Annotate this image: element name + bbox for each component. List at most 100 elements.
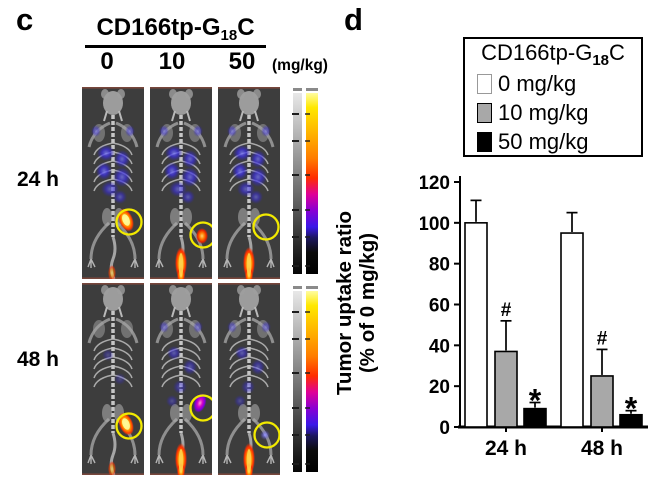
legend-swatch-icon: [477, 73, 492, 94]
panel-c-title-subscript: 18: [220, 27, 238, 44]
colorbar-tick: [292, 113, 299, 115]
significance-marker: *: [625, 391, 638, 427]
legend-entry-10mgkg: 10 mg/kg: [465, 98, 641, 127]
dose-label-0: 0: [100, 48, 114, 75]
colorbar-tick: [292, 265, 299, 267]
tumor-annotation-circle: [115, 208, 143, 236]
mouse-skeleton-overlay: [218, 283, 280, 475]
colorbar-tick: [305, 174, 310, 176]
colorbar-tick: [292, 434, 299, 436]
colorbar-tick: [305, 113, 310, 115]
significance-marker: #: [501, 300, 512, 321]
tumor-annotation-circle: [253, 421, 280, 449]
y-tick-label: 80: [429, 255, 450, 276]
colorbar-tick: [292, 311, 299, 313]
colorbar-tick: [305, 236, 310, 238]
colorbar-tick: [292, 463, 299, 465]
colorbar-tick: [305, 372, 310, 374]
ct-scale-label: [293, 88, 302, 91]
y-tick-label: 60: [429, 296, 450, 317]
x-category-label: 24 h: [485, 437, 527, 460]
spect-image-48h-50mgkg: [218, 283, 280, 475]
y-axis-title-line1: Tumor uptake ratio: [333, 210, 356, 396]
mouse-skeleton-overlay: [82, 283, 144, 475]
spect-scale-label: [306, 88, 318, 91]
ct-grayscale-bar: [293, 291, 302, 472]
legend-title-suffix: C: [609, 40, 625, 65]
mouse-skeleton-overlay: [150, 283, 212, 475]
legend-entry-50mgkg: 50 mg/kg: [465, 127, 641, 156]
bar-10mgkg-24h: [494, 350, 518, 428]
colorbar-tick: [305, 434, 310, 436]
y-axis-title-line2: (% of 0 mg/kg): [356, 232, 379, 374]
mouse-skeleton-overlay: [150, 87, 212, 279]
y-tick-label: 0: [439, 418, 450, 439]
colorbar-tick: [292, 338, 299, 340]
colorbar-48h: [292, 286, 322, 472]
y-tick-label: 40: [429, 336, 450, 357]
colorbar-tick: [305, 338, 310, 340]
dose-label-50: 50: [228, 48, 256, 75]
colorbar-tick: [292, 372, 299, 374]
colorbar-24h: [292, 88, 322, 274]
colorbar-tick: [305, 265, 310, 267]
x-category-label: 48 h: [581, 437, 623, 460]
colorbar-tick: [305, 407, 310, 409]
bar-50mgkg-24h: [523, 407, 547, 428]
legend-swatch-icon: [477, 102, 492, 123]
spect-image-24h-10mgkg: [150, 87, 212, 279]
legend-title: CD166tp-G18C: [465, 40, 641, 69]
spect-image-24h-0mgkg: [82, 87, 144, 279]
bar-0mgkg-24h: [464, 222, 488, 428]
tumor-annotation-circle: [252, 213, 280, 241]
panel-c-label: c: [16, 2, 34, 37]
colorbar-tick: [305, 463, 310, 465]
dose-label-10: 10: [158, 48, 186, 75]
colorbar-tick: [305, 209, 310, 211]
colorbar-tick: [292, 236, 299, 238]
dose-unit-label: (mg/kg): [272, 57, 328, 74]
y-tick-label: 100: [420, 214, 450, 235]
significance-marker: #: [597, 328, 608, 349]
bar-50mgkg-48h: [619, 413, 643, 428]
row-label-48h: 48 h: [16, 348, 60, 371]
ct-scale-label: [293, 286, 302, 289]
legend-entry-label: 50 mg/kg: [498, 128, 589, 154]
spect-scale-label: [306, 286, 318, 289]
legend-title-subscript: 18: [592, 52, 610, 69]
colorbar-tick: [292, 407, 299, 409]
panel-c-title-suffix: C: [237, 14, 255, 41]
panel-c-title-prefix: CD166tp-G: [96, 14, 221, 41]
significance-marker: *: [529, 383, 542, 419]
colorbar-tick: [292, 140, 299, 142]
mouse-skeleton-overlay: [218, 87, 280, 279]
spect-image-48h-0mgkg: [82, 283, 144, 475]
tumor-annotation-circle: [115, 412, 143, 440]
legend-title-prefix: CD166tp-G: [481, 40, 593, 65]
legend-swatch-icon: [477, 131, 492, 152]
spect-image-24h-50mgkg: [218, 87, 280, 279]
panel-d-label: d: [344, 2, 363, 37]
bar-10mgkg-48h: [590, 375, 614, 428]
colorbar-tick: [305, 311, 310, 313]
row-label-24h: 24 h: [16, 168, 60, 191]
legend-entry-label: 10 mg/kg: [498, 99, 589, 125]
colorbar-tick: [292, 209, 299, 211]
panel-c-title: CD166tp-G18C: [85, 14, 266, 48]
tumor-annotation-circle: [189, 394, 212, 422]
colorbar-tick: [305, 140, 310, 142]
spect-color-bar: [306, 291, 318, 472]
legend-entry-label: 0 mg/kg: [498, 70, 577, 96]
mouse-skeleton-overlay: [82, 87, 144, 279]
tumor-annotation-circle: [189, 221, 212, 249]
y-tick-label: 20: [429, 377, 450, 398]
legend-entries: 0 mg/kg 10 mg/kg 50 mg/kg: [465, 69, 641, 156]
y-tick-label: 120: [420, 173, 450, 194]
spect-image-48h-10mgkg: [150, 283, 212, 475]
legend-entry-0mgkg: 0 mg/kg: [465, 69, 641, 98]
ct-grayscale-bar: [293, 93, 302, 274]
bar-0mgkg-48h: [560, 232, 584, 428]
y-axis-title: Tumor uptake ratio (% of 0 mg/kg): [333, 163, 381, 443]
bar-chart: 0 20 40 60 80 100 120 24 h 48 h # # * *: [420, 173, 648, 460]
